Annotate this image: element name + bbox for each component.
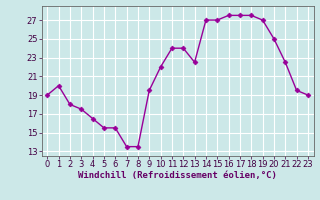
X-axis label: Windchill (Refroidissement éolien,°C): Windchill (Refroidissement éolien,°C) (78, 171, 277, 180)
